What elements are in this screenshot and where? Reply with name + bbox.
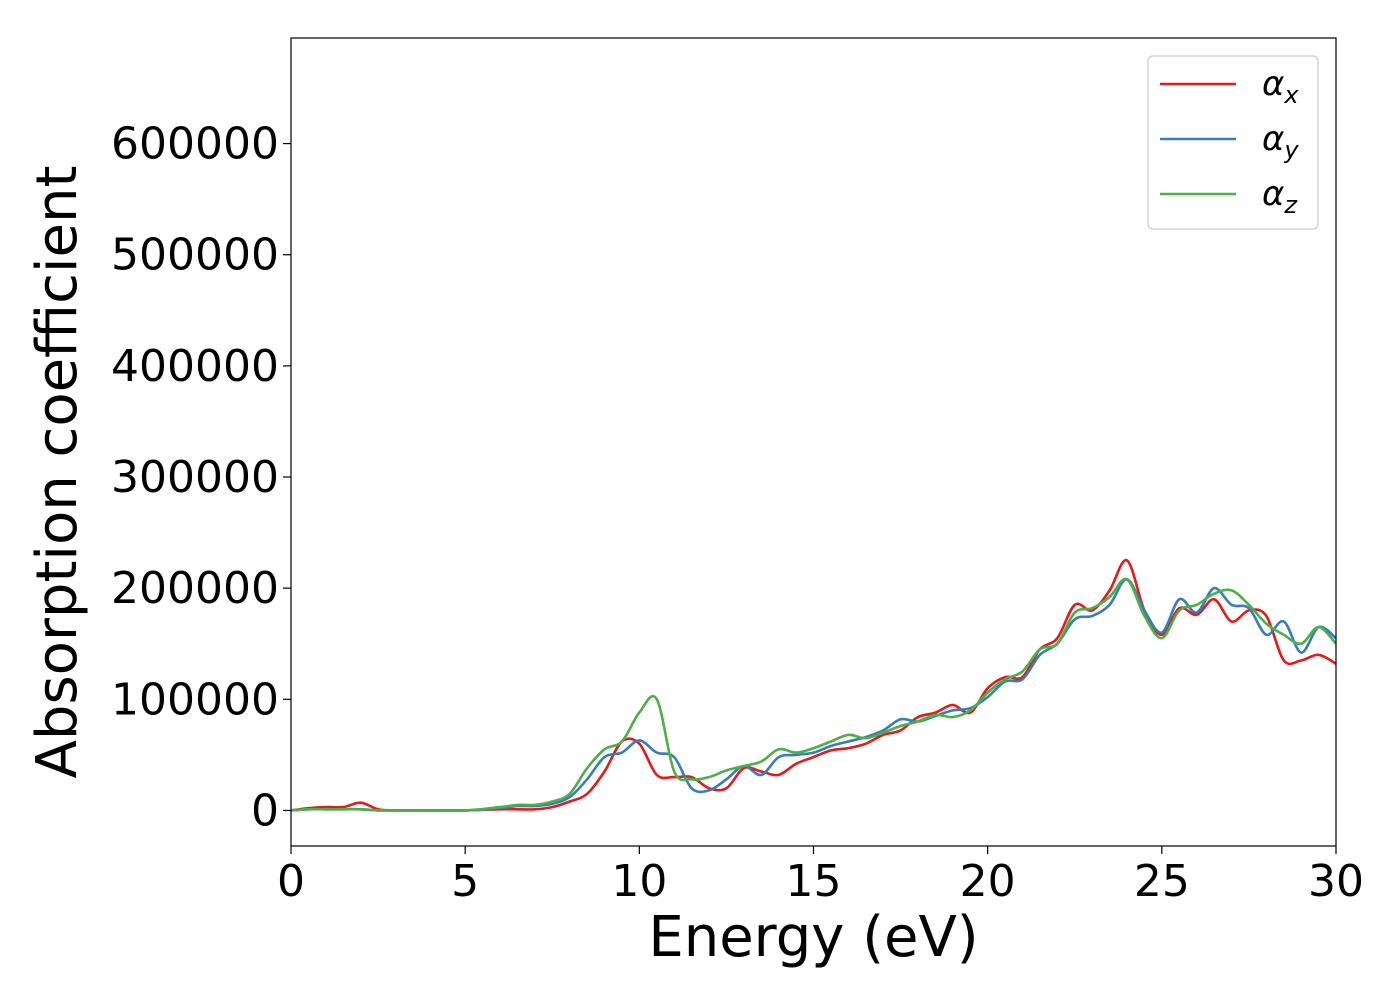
x-axis-ticks: 0 5 10 15 20 25 30	[277, 846, 1364, 907]
y-tick-label: 400000	[111, 341, 279, 392]
x-tick-label: 15	[786, 856, 842, 907]
legend: αx αy αz	[1147, 55, 1319, 230]
series-line-alpha-z	[290, 577, 1337, 812]
x-tick-label: 25	[1134, 856, 1190, 907]
series-lines	[290, 559, 1337, 812]
x-tick-label: 30	[1308, 856, 1364, 907]
y-tick-label: 300000	[111, 452, 279, 503]
legend-box	[1147, 55, 1319, 230]
x-axis-title: Energy (eV)	[648, 905, 978, 970]
x-tick-label: 0	[277, 856, 305, 907]
y-tick-label: 200000	[111, 563, 279, 614]
y-axis-ticks: 0 100000 200000 300000 400000 500000 600000	[111, 119, 291, 836]
x-tick-label: 20	[960, 856, 1016, 907]
series-line-alpha-x	[290, 559, 1337, 812]
legend-label-alpha-y: αy	[1262, 119, 1299, 164]
x-tick-label: 5	[451, 856, 479, 907]
plot-area-frame	[290, 37, 1337, 847]
x-tick-label: 10	[611, 856, 667, 907]
series-line-alpha-y	[290, 578, 1337, 812]
y-tick-label: 0	[251, 785, 279, 836]
y-tick-label: 500000	[111, 230, 279, 281]
legend-label-alpha-x: αx	[1262, 64, 1299, 109]
y-tick-label: 100000	[111, 674, 279, 725]
y-axis-title: Absorption coefficient	[25, 166, 90, 779]
legend-label-alpha-z: αz	[1262, 174, 1298, 219]
y-tick-label: 600000	[111, 119, 279, 170]
